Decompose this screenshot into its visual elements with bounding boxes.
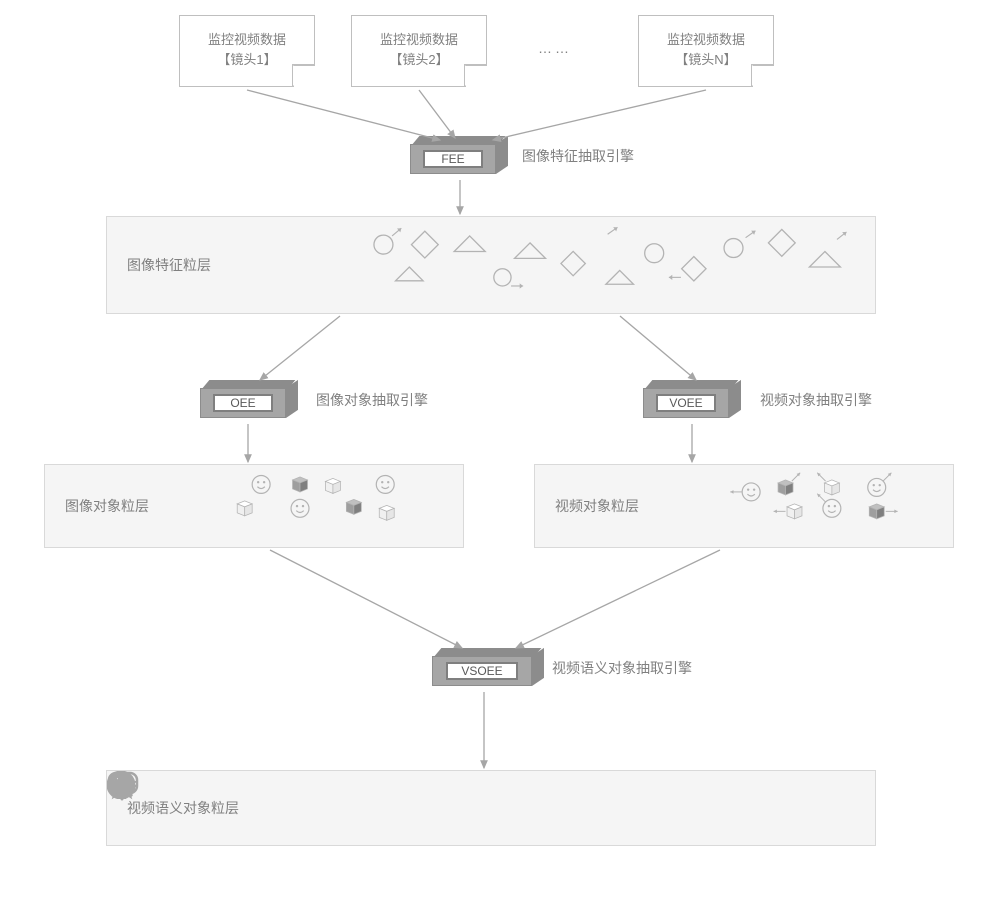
- doc-title: 监控视频数据: [180, 30, 314, 50]
- doc-title: 监控视频数据: [639, 30, 773, 50]
- engine-code: FEE: [423, 150, 483, 168]
- engine-voee-label: 视频对象抽取引擎: [760, 390, 872, 410]
- layer-label: 视频对象粒层: [555, 496, 639, 516]
- layer-vid-obj: 视频对象粒层: [534, 464, 954, 548]
- layer-label: 视频语义对象粒层: [127, 798, 239, 818]
- forbidden-icon: [393, 794, 421, 822]
- doc-sub: 【镜头2】: [352, 50, 486, 70]
- engine-oee-label: 图像对象抽取引擎: [316, 390, 428, 410]
- star-icon: [455, 794, 483, 822]
- engine-oee: OEE: [200, 380, 298, 418]
- gear-icon: [579, 794, 607, 822]
- doc-card-2: 监控视频数据 【镜头2】: [351, 15, 487, 87]
- donut-icon: [269, 794, 297, 822]
- doc-sub: 【镜头1】: [180, 50, 314, 70]
- engine-fee-label: 图像特征抽取引擎: [522, 146, 634, 166]
- layer-sem-obj: 视频语义对象粒层: [106, 770, 876, 846]
- roundrect-icon: [331, 794, 359, 822]
- engine-vsoee-label: 视频语义对象抽取引擎: [552, 658, 692, 678]
- layer-label: 图像对象粒层: [65, 496, 149, 516]
- diagram-canvas: 监控视频数据 【镜头1】 监控视频数据 【镜头2】 监控视频数据 【镜头N】 ……: [0, 0, 1000, 907]
- doc-sub: 【镜头N】: [639, 50, 773, 70]
- doc-card-1: 监控视频数据 【镜头1】: [179, 15, 315, 87]
- layer-feature: 图像特征粒层: [106, 216, 876, 314]
- engine-code: OEE: [213, 394, 273, 412]
- engine-code: VOEE: [656, 394, 716, 412]
- engine-voee: VOEE: [643, 380, 741, 418]
- layer-label: 图像特征粒层: [127, 255, 211, 275]
- doc-title: 监控视频数据: [352, 30, 486, 50]
- engine-code: VSOEE: [446, 662, 518, 680]
- engine-fee: FEE: [410, 136, 508, 174]
- plus-icon: [517, 794, 545, 822]
- ellipsis: ……: [538, 40, 572, 56]
- sem-icons: [269, 794, 607, 822]
- engine-vsoee: VSOEE: [432, 648, 544, 686]
- doc-card-n: 监控视频数据 【镜头N】: [638, 15, 774, 87]
- layer-img-obj: 图像对象粒层: [44, 464, 464, 548]
